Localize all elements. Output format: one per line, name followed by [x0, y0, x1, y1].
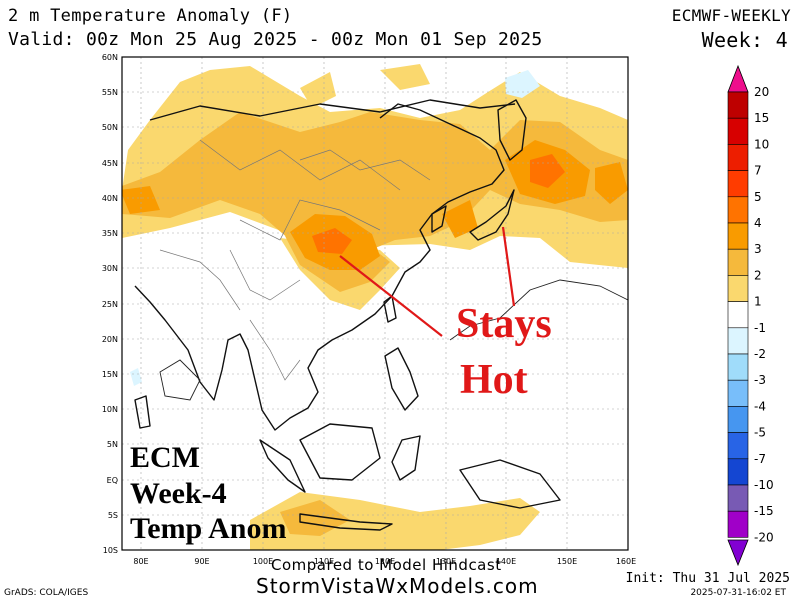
- colorbar-cell: [727, 196, 749, 224]
- annotation-temp-anom: Temp Anom: [130, 512, 287, 545]
- colorbar-label: -4: [754, 399, 766, 413]
- colorbar-label: -7: [754, 452, 766, 466]
- colorbar-label: 7: [754, 164, 762, 178]
- coastlines: [134, 99, 561, 531]
- colorbar-label: -20: [754, 530, 774, 544]
- lat-label: EQ: [107, 476, 118, 485]
- annotation-arrows: [339, 226, 516, 337]
- lon-label: 100E: [253, 557, 273, 566]
- colorbar-label: 2: [754, 268, 762, 282]
- colorbar-label: 4: [754, 216, 762, 230]
- colorbar-cell: [727, 275, 749, 302]
- lat-lon-grid: [122, 57, 628, 550]
- colorbar-label: 1: [754, 295, 762, 309]
- lat-labels: 60N 55N 50N 45N 40N 35N 30N 25N 20N 15N …: [102, 53, 118, 555]
- colorbar-label: 5: [754, 190, 762, 204]
- colorbar-cell: [727, 353, 749, 381]
- annotation-hot: Hot: [460, 357, 528, 403]
- colorbar-label: -10: [754, 478, 774, 492]
- lon-label: 130E: [436, 557, 456, 566]
- colorbar-label: -5: [754, 426, 766, 440]
- hindcast-note: Compared to Model Hindcast: [271, 556, 502, 574]
- colorbar-cell: [727, 222, 749, 250]
- week-label: Week: 4: [701, 28, 788, 52]
- annotation-ecm: ECM: [130, 441, 200, 474]
- timestamp: 2025-07-31-16:02 ET: [690, 588, 786, 598]
- lat-label: 60N: [102, 53, 118, 62]
- lon-label: 110E: [314, 557, 334, 566]
- colorbar-label: -15: [754, 504, 774, 518]
- colorbar-cell: [727, 327, 749, 355]
- colorbar-cell: [727, 458, 749, 486]
- colorbar-cell: [727, 510, 749, 538]
- admin-borders: [159, 139, 431, 381]
- colorbar-cell: [727, 248, 749, 276]
- colorbar-label: -2: [754, 347, 766, 361]
- zero-contours: [159, 279, 628, 401]
- colorbar-cell: [727, 379, 749, 407]
- lon-label: 80E: [133, 557, 148, 566]
- site-credit: StormVistaWxModels.com: [256, 574, 539, 598]
- lat-label: 5S: [108, 511, 118, 520]
- colorbar-label: 15: [754, 111, 769, 125]
- annotation-week: Week-4: [130, 477, 227, 510]
- lon-labels: 80E 90E 100E 110E 120E 130E 140E 150E 16…: [133, 557, 636, 566]
- lat-label: 30N: [102, 264, 118, 273]
- colorbar-cell: [727, 432, 749, 460]
- colorbar-bottom-arrow: [727, 539, 749, 567]
- annotation-stays: Stays: [456, 301, 552, 347]
- lat-label: 40N: [102, 194, 118, 203]
- colorbar-label: 10: [754, 137, 769, 151]
- lon-label: 160E: [616, 557, 636, 566]
- colorbar: 20 15 10 7 5 4 3 2 1 -1 -2 -3 -4 -5 -7 -10 -15 -20: [727, 64, 774, 567]
- colorbar-cell: [727, 406, 749, 433]
- colorbar-cell: [727, 170, 749, 198]
- lon-label: 140E: [496, 557, 516, 566]
- lon-label: 150E: [557, 557, 577, 566]
- lon-label: 90E: [194, 557, 209, 566]
- init-time: Init: Thu 31 Jul 2025: [625, 571, 790, 586]
- lat-label: 55N: [102, 88, 118, 97]
- lat-label: 10S: [103, 546, 118, 555]
- grads-credit: GrADS: COLA/IGES: [4, 588, 89, 598]
- colorbar-label: -1: [754, 321, 766, 335]
- colorbar-top-arrow: [727, 64, 749, 93]
- anomaly-shading: [122, 57, 628, 550]
- colorbar-label: 3: [754, 242, 762, 256]
- colorbar-cell: [727, 117, 749, 145]
- lat-label: 10N: [102, 405, 118, 414]
- colorbar-cell: [727, 91, 749, 119]
- lat-label: 5N: [107, 440, 118, 449]
- model-name: ECMWF-WEEKLY: [671, 6, 791, 25]
- lon-label: 120E: [375, 557, 395, 566]
- lat-label: 25N: [102, 300, 118, 309]
- lat-label: 35N: [102, 229, 118, 238]
- lat-label: 50N: [102, 123, 118, 132]
- colorbar-cell: [727, 301, 749, 329]
- lat-label: 15N: [102, 370, 118, 379]
- map-title: 2 m Temperature Anomaly (F): [8, 6, 293, 26]
- colorbar-label: 20: [754, 85, 769, 99]
- lat-label: 45N: [102, 159, 118, 168]
- lat-label: 20N: [102, 335, 118, 344]
- colorbar-label: -3: [754, 373, 766, 387]
- valid-period: Valid: 00z Mon 25 Aug 2025 - 00z Mon 01 …: [8, 29, 543, 50]
- colorbar-cell: [727, 144, 749, 171]
- map-frame: [121, 56, 629, 551]
- colorbar-cell: [727, 484, 749, 512]
